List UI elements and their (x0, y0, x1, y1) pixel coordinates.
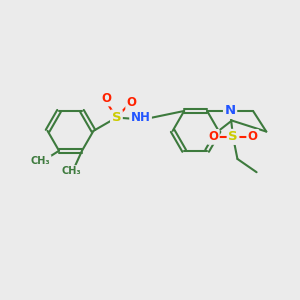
Text: S: S (228, 130, 238, 143)
Text: O: O (208, 130, 218, 143)
Text: N: N (224, 104, 236, 118)
Text: CH₃: CH₃ (62, 167, 82, 176)
Text: O: O (101, 92, 111, 105)
Text: O: O (127, 96, 137, 110)
Text: O: O (248, 130, 258, 143)
Text: S: S (112, 111, 121, 124)
Text: CH₃: CH₃ (31, 156, 50, 166)
Text: NH: NH (130, 111, 151, 124)
